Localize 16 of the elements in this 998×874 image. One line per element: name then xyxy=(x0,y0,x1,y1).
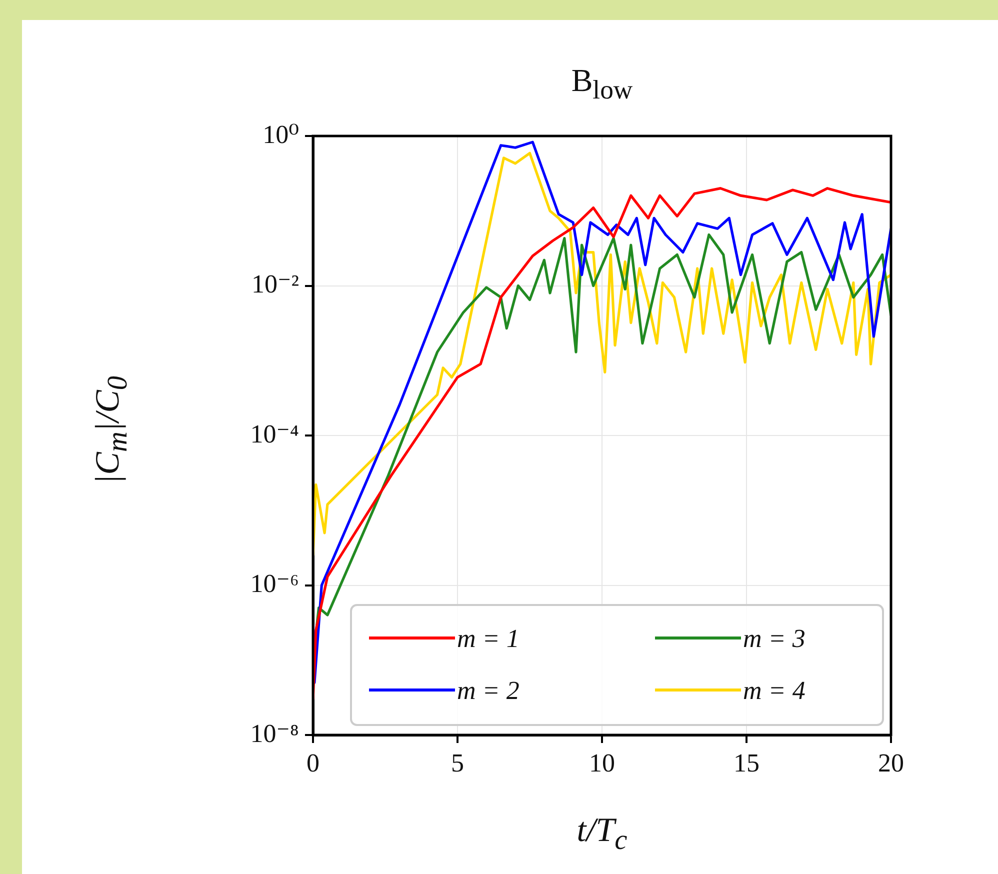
y-tick-label: 10⁰ xyxy=(262,120,299,149)
legend-label: m = 3 xyxy=(743,624,806,653)
x-tick-label: 10 xyxy=(589,748,615,778)
y-tick-label: 10⁻⁴ xyxy=(250,419,299,448)
y-tick-label: 10⁻⁶ xyxy=(250,569,299,598)
y-tick-label: 10⁻⁸ xyxy=(250,718,299,748)
legend-label: m = 2 xyxy=(457,676,520,705)
legend-label: m = 1 xyxy=(457,624,520,653)
x-axis-title: t/T$_{c}$ xyxy=(576,812,628,857)
chart-title: B$_{low}$ xyxy=(571,62,633,106)
x-tick-label: 0 xyxy=(306,748,320,778)
x-tick-label: 20 xyxy=(878,748,904,778)
y-tick-label: 10⁻² xyxy=(251,270,300,299)
x-tick-label: 15 xyxy=(734,748,760,778)
x-tick-label: 5 xyxy=(451,748,464,778)
legend-label: m = 4 xyxy=(743,676,806,705)
